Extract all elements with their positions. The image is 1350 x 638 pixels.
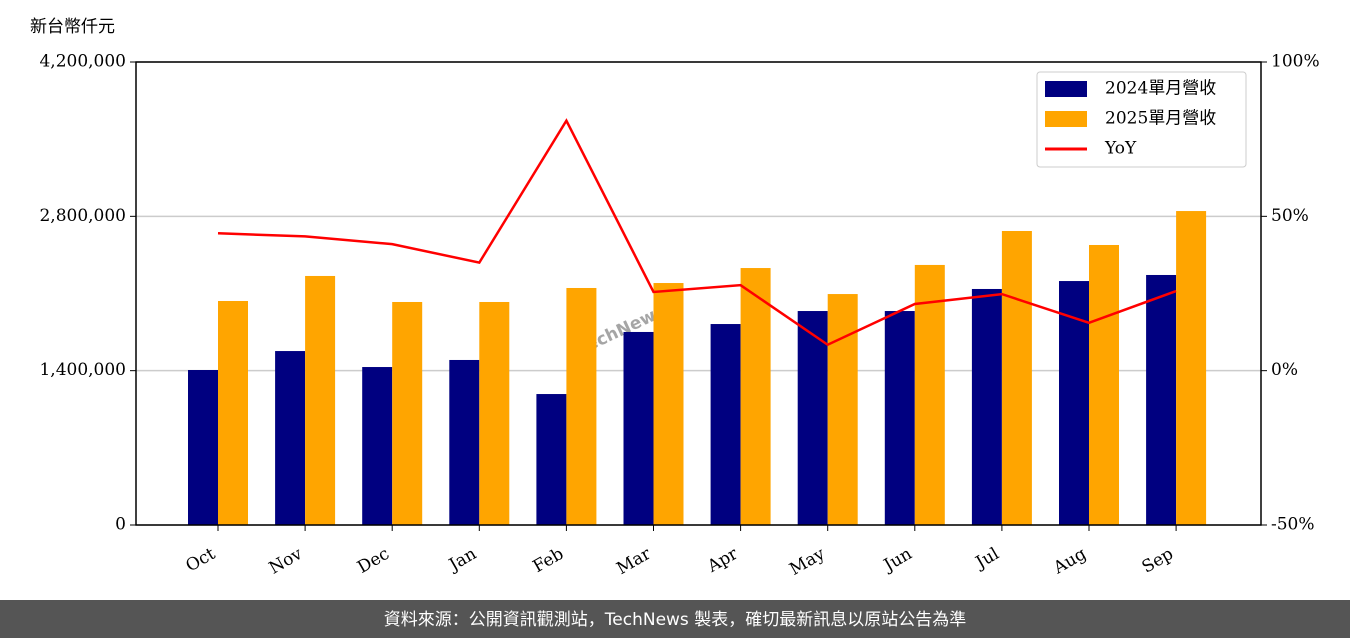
y-axis-label: 新台幣仟元 xyxy=(30,17,115,37)
x-tick-label: Apr xyxy=(703,543,742,577)
legend-label: 2025單月營收 xyxy=(1105,109,1216,129)
bar xyxy=(914,264,945,525)
bar xyxy=(188,370,218,525)
x-tick-label: Jun xyxy=(879,544,916,577)
footer xyxy=(0,600,1350,638)
bar xyxy=(971,288,1002,525)
x-tick-label: Mar xyxy=(613,543,655,579)
x-tick-label: Nov xyxy=(266,544,306,579)
y-tick-label: 4,200,000 xyxy=(39,52,126,72)
x-tick-label: Dec xyxy=(354,544,393,578)
bar xyxy=(710,324,741,525)
bar xyxy=(566,287,597,525)
bar xyxy=(536,394,567,525)
x-tick-label: Sep xyxy=(1139,544,1177,578)
bar xyxy=(1146,274,1177,525)
bar xyxy=(218,300,248,525)
legend-swatch xyxy=(1045,81,1087,97)
legend-label: 2024單月營收 xyxy=(1105,79,1216,99)
bar xyxy=(1001,230,1032,525)
legend-box xyxy=(1036,71,1247,168)
y-tick-label: 2,800,000 xyxy=(39,206,126,226)
bar xyxy=(275,351,306,525)
bar xyxy=(740,268,771,525)
bar xyxy=(827,294,858,525)
bar xyxy=(1176,211,1207,525)
bar xyxy=(884,311,915,525)
bar xyxy=(449,359,480,525)
y2-tick-label: 50% xyxy=(1271,206,1309,226)
x-tick-label: May xyxy=(786,544,829,580)
plot-frame xyxy=(135,61,1262,526)
x-tick-label: Oct xyxy=(183,544,219,577)
source-note: 資料來源：公開資訊觀測站，TechNews 製表，確切最新訊息以原站公告為準 xyxy=(384,610,966,630)
x-tick-label: Jul xyxy=(971,544,1003,574)
bar xyxy=(479,301,510,525)
bar xyxy=(623,331,654,525)
x-tick-label: Feb xyxy=(530,544,568,577)
y2-tick-label: -50% xyxy=(1271,515,1315,535)
bar xyxy=(392,301,423,525)
y-tick-label: 0 xyxy=(115,515,126,535)
bar xyxy=(653,283,684,525)
bar xyxy=(797,311,828,525)
y-tick-label: 1,400,000 xyxy=(39,360,126,380)
bar xyxy=(362,367,393,525)
x-tick-label: Jan xyxy=(444,544,480,576)
legend-swatch xyxy=(1045,111,1087,127)
x-tick-label: Aug xyxy=(1049,544,1090,579)
bar xyxy=(1089,244,1119,525)
y2-tick-label: 100% xyxy=(1271,52,1320,72)
y2-tick-label: 0% xyxy=(1271,360,1298,380)
line xyxy=(217,118,1177,347)
legend-label: YoY xyxy=(1104,139,1137,159)
bar xyxy=(305,275,336,525)
